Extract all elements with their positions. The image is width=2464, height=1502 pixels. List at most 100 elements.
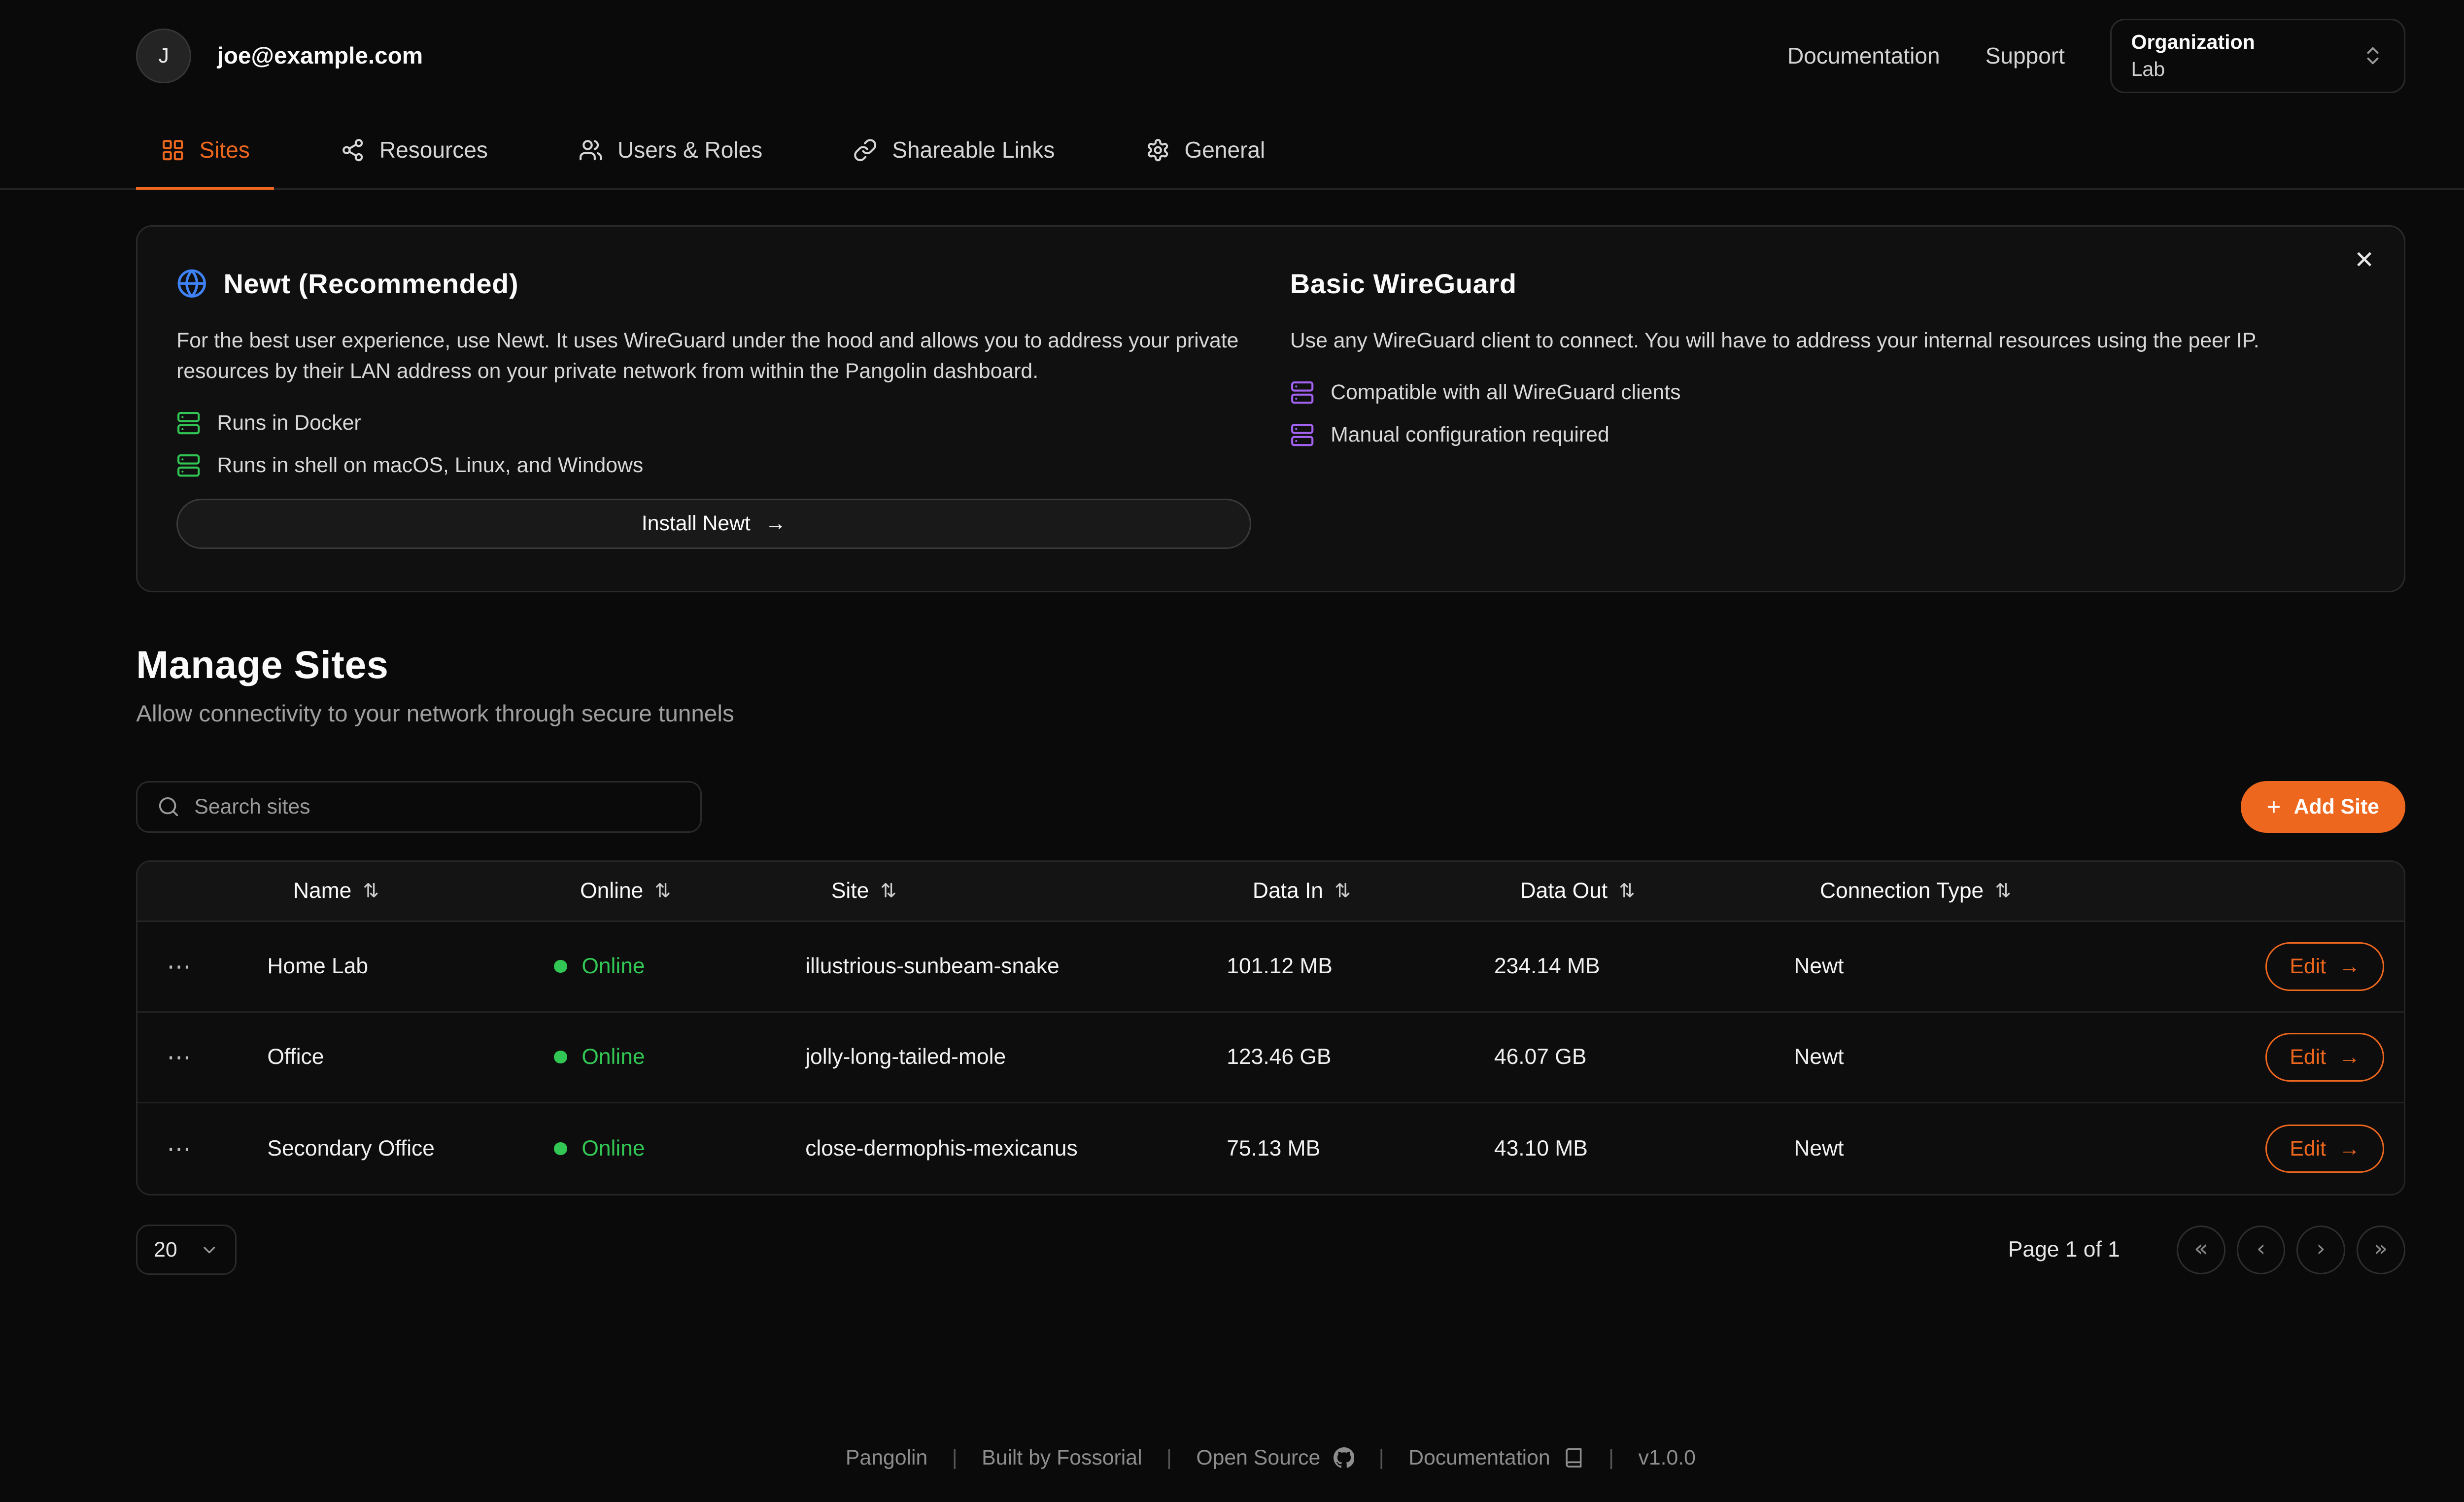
actions-cell: Edit → xyxy=(2186,1033,2403,1082)
footer-documentation-link[interactable]: Documentation xyxy=(1408,1446,1584,1470)
gear-icon xyxy=(1146,138,1170,162)
sort-icon: ⇅ xyxy=(1335,880,1351,902)
table-body: ⋯ Home Lab Online illustrious-sunbeam-sn… xyxy=(137,922,2404,1195)
arrow-right-icon: → xyxy=(2339,954,2361,978)
pagination-bar: 20 Page 1 of 1 « ‹ › » xyxy=(136,1225,2405,1275)
connection-type: Newt xyxy=(1794,954,1844,979)
row-menu-icon[interactable]: ⋯ xyxy=(167,1044,193,1071)
last-page-button[interactable]: » xyxy=(2356,1225,2405,1274)
tab-label: Shareable Links xyxy=(892,137,1055,163)
col-name[interactable]: Name ⇅ xyxy=(222,879,509,903)
book-icon xyxy=(1563,1447,1584,1468)
tab-users-roles[interactable]: Users & Roles xyxy=(554,112,787,188)
footer-separator: | xyxy=(952,1445,958,1469)
server-icon xyxy=(176,411,201,435)
arrow-right-icon: → xyxy=(765,512,787,536)
table-header-row: Name ⇅ Online ⇅ Site ⇅ Data In ⇅ Data Ou… xyxy=(137,861,2404,922)
tab-label: Sites xyxy=(199,137,250,163)
site-id: illustrious-sunbeam-snake xyxy=(805,954,1060,979)
wireguard-description: Use any WireGuard client to connect. You… xyxy=(1290,328,2259,352)
tab-label: General xyxy=(1184,137,1266,163)
data-out: 43.10 MB xyxy=(1494,1136,1588,1161)
data-in: 123.46 GB xyxy=(1227,1045,1332,1069)
first-page-button[interactable]: « xyxy=(2176,1225,2225,1274)
arrow-right-icon: → xyxy=(2339,1136,2361,1161)
col-label: Name xyxy=(293,879,352,903)
pager: Page 1 of 1 « ‹ › » xyxy=(2008,1225,2405,1274)
wireguard-column: Basic WireGuard Use any WireGuard client… xyxy=(1290,266,2365,548)
search-input[interactable] xyxy=(194,794,681,819)
online-dot-icon xyxy=(554,1142,567,1156)
next-page-button[interactable]: › xyxy=(2296,1225,2345,1274)
col-data-out[interactable]: Data Out ⇅ xyxy=(1449,879,1748,903)
footer-built-by-link[interactable]: Built by Fossorial xyxy=(982,1445,1142,1469)
tab-shareable-links[interactable]: Shareable Links xyxy=(829,112,1079,188)
page-size-select[interactable]: 20 xyxy=(136,1225,237,1275)
install-newt-button[interactable]: Install Newt → xyxy=(176,498,1251,549)
tab-sites[interactable]: Sites xyxy=(136,112,274,190)
sort-icon: ⇅ xyxy=(1995,880,2012,902)
newt-feature-label: Runs in Docker xyxy=(217,411,361,435)
footer-open-source-link[interactable]: Open Source xyxy=(1196,1445,1355,1470)
sites-toolbar: + Add Site xyxy=(136,781,2405,833)
connect-methods-card: ✕ Newt (Recommended) For the best user e… xyxy=(136,225,2405,593)
actions-cell: Edit → xyxy=(2186,942,2403,991)
row-menu-icon[interactable]: ⋯ xyxy=(167,953,193,981)
newt-description: For the best user experience, use Newt. … xyxy=(176,328,1239,383)
organization-picker-texts: Organization Lab xyxy=(2131,29,2255,83)
col-label: Data Out xyxy=(1520,879,1608,903)
row-menu-icon[interactable]: ⋯ xyxy=(167,1135,193,1163)
add-site-label: Add Site xyxy=(2293,794,2379,819)
server-icon xyxy=(176,453,201,478)
col-connection-type[interactable]: Connection Type ⇅ xyxy=(1748,879,2186,903)
close-icon[interactable]: ✕ xyxy=(2354,246,2375,273)
tab-label: Resources xyxy=(379,137,488,163)
organization-picker[interactable]: Organization Lab xyxy=(2110,18,2405,94)
site-status: Online xyxy=(509,1136,760,1161)
col-data-in[interactable]: Data In ⇅ xyxy=(1181,879,1449,903)
documentation-link[interactable]: Documentation xyxy=(1787,43,1940,69)
avatar[interactable]: J xyxy=(136,28,192,84)
organization-picker-label: Organization xyxy=(2131,30,2255,53)
sort-icon: ⇅ xyxy=(654,880,671,902)
support-link[interactable]: Support xyxy=(1985,43,2065,69)
link-icon xyxy=(853,138,877,162)
search-icon xyxy=(157,795,180,818)
user-email: joe@example.com xyxy=(217,42,423,69)
col-site[interactable]: Site ⇅ xyxy=(760,879,1181,903)
server-icon xyxy=(1290,423,1314,447)
sort-icon: ⇅ xyxy=(1619,880,1636,902)
edit-button[interactable]: Edit → xyxy=(2265,1124,2385,1173)
page-info: Page 1 of 1 xyxy=(2008,1237,2120,1262)
sort-icon: ⇅ xyxy=(363,880,379,902)
col-label: Online xyxy=(580,879,644,903)
connection-type: Newt xyxy=(1794,1045,1844,1069)
chevron-down-icon xyxy=(200,1240,219,1260)
wireguard-feature: Compatible with all WireGuard clients xyxy=(1290,380,2365,405)
footer-separator: | xyxy=(1166,1445,1172,1469)
data-out: 234.14 MB xyxy=(1494,954,1600,979)
edit-button[interactable]: Edit → xyxy=(2265,942,2385,991)
wireguard-title: Basic WireGuard xyxy=(1290,268,1517,299)
site-status: Online xyxy=(509,954,760,979)
tab-resources[interactable]: Resources xyxy=(316,112,513,188)
tab-bar: Sites Resources Users & Roles Shareable … xyxy=(0,112,2464,190)
footer: Pangolin | Built by Fossorial | Open Sou… xyxy=(0,1446,2464,1470)
footer-open-source-label: Open Source xyxy=(1196,1445,1321,1469)
newt-column: Newt (Recommended) For the best user exp… xyxy=(176,266,1251,549)
install-newt-label: Install Newt xyxy=(641,512,751,536)
main-content: ✕ Newt (Recommended) For the best user e… xyxy=(0,225,2464,1275)
site-id: jolly-long-tailed-mole xyxy=(805,1045,1006,1069)
footer-pangolin-link[interactable]: Pangolin xyxy=(845,1445,928,1469)
footer-separator: | xyxy=(1378,1445,1384,1469)
edit-button[interactable]: Edit → xyxy=(2265,1033,2385,1082)
col-online[interactable]: Online ⇅ xyxy=(509,879,760,903)
actions-cell: Edit → xyxy=(2186,1124,2403,1173)
col-label: Connection Type xyxy=(1819,879,1984,903)
previous-page-button[interactable]: ‹ xyxy=(2236,1225,2286,1274)
footer-separator: | xyxy=(1608,1445,1614,1469)
tab-general[interactable]: General xyxy=(1121,112,1289,188)
users-icon xyxy=(579,138,603,162)
online-dot-icon xyxy=(554,960,567,973)
add-site-button[interactable]: + Add Site xyxy=(2240,781,2405,833)
